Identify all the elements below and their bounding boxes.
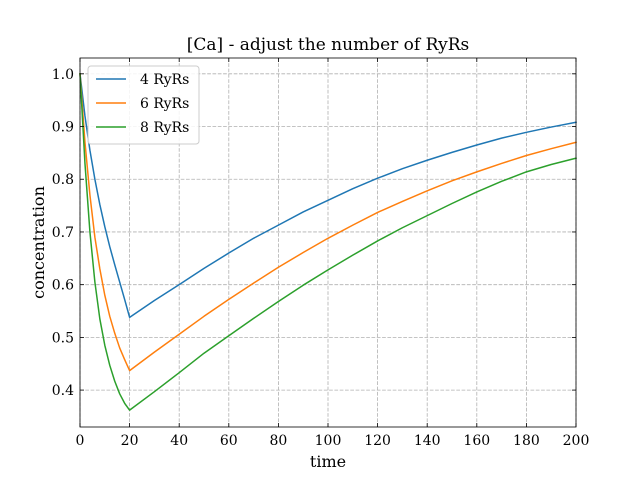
x-tick-label: 40: [170, 433, 188, 449]
series-line-2: [79, 73, 577, 372]
x-tick-label: 180: [513, 433, 540, 449]
y-axis-label: concentration: [29, 186, 48, 299]
legend-box: [87, 65, 200, 145]
x-tick-label: 0: [76, 433, 85, 449]
y-tick-label: 0.4: [52, 383, 74, 399]
axis-ticks: 0 20 40 60 80 100 120 140 160 180 200 0.4 0.5 0.6 0.7 0…: [52, 58, 590, 449]
y-tick-label: 0.5: [52, 330, 74, 346]
y-tick-label: 0.6: [52, 278, 74, 294]
x-tick-label: 120: [364, 433, 391, 449]
x-tick-label: 160: [463, 433, 490, 449]
x-tick-label: 80: [269, 433, 287, 449]
legend: 4 RyRs 6 RyRs 8 RyRs: [87, 65, 200, 145]
series-lines: [79, 72, 577, 411]
y-tick-label: 0.9: [52, 120, 74, 136]
series-line-1: [79, 72, 577, 319]
y-tick-label: 0.7: [52, 225, 74, 241]
legend-label-1: 4 RyRs: [140, 72, 189, 88]
series-line-3: [79, 73, 577, 411]
y-tick-label: 1.0: [52, 67, 74, 83]
x-tick-label: 60: [220, 433, 238, 449]
x-tick-label: 200: [563, 433, 590, 449]
legend-label-3: 8 RyRs: [140, 120, 189, 136]
x-tick-label: 100: [315, 433, 342, 449]
x-tick-label: 140: [414, 433, 441, 449]
chart-title: [Ca] - adjust the number of RyRs: [187, 35, 469, 55]
x-axis-label: time: [310, 452, 346, 471]
y-tick-label: 0.8: [52, 172, 74, 188]
x-tick-label: 20: [121, 433, 139, 449]
legend-label-2: 6 RyRs: [140, 96, 189, 112]
